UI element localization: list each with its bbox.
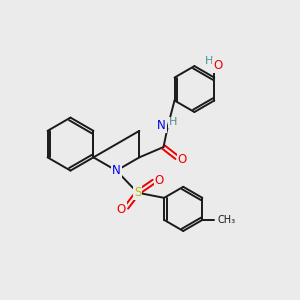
Text: N: N — [157, 119, 166, 132]
Text: H: H — [205, 56, 213, 66]
Text: CH₃: CH₃ — [217, 215, 235, 225]
Text: H: H — [169, 117, 177, 127]
Text: N: N — [112, 164, 121, 177]
Text: O: O — [116, 203, 126, 216]
Text: O: O — [213, 59, 223, 72]
Text: O: O — [177, 153, 187, 166]
Text: S: S — [134, 186, 141, 199]
Text: O: O — [154, 173, 164, 187]
